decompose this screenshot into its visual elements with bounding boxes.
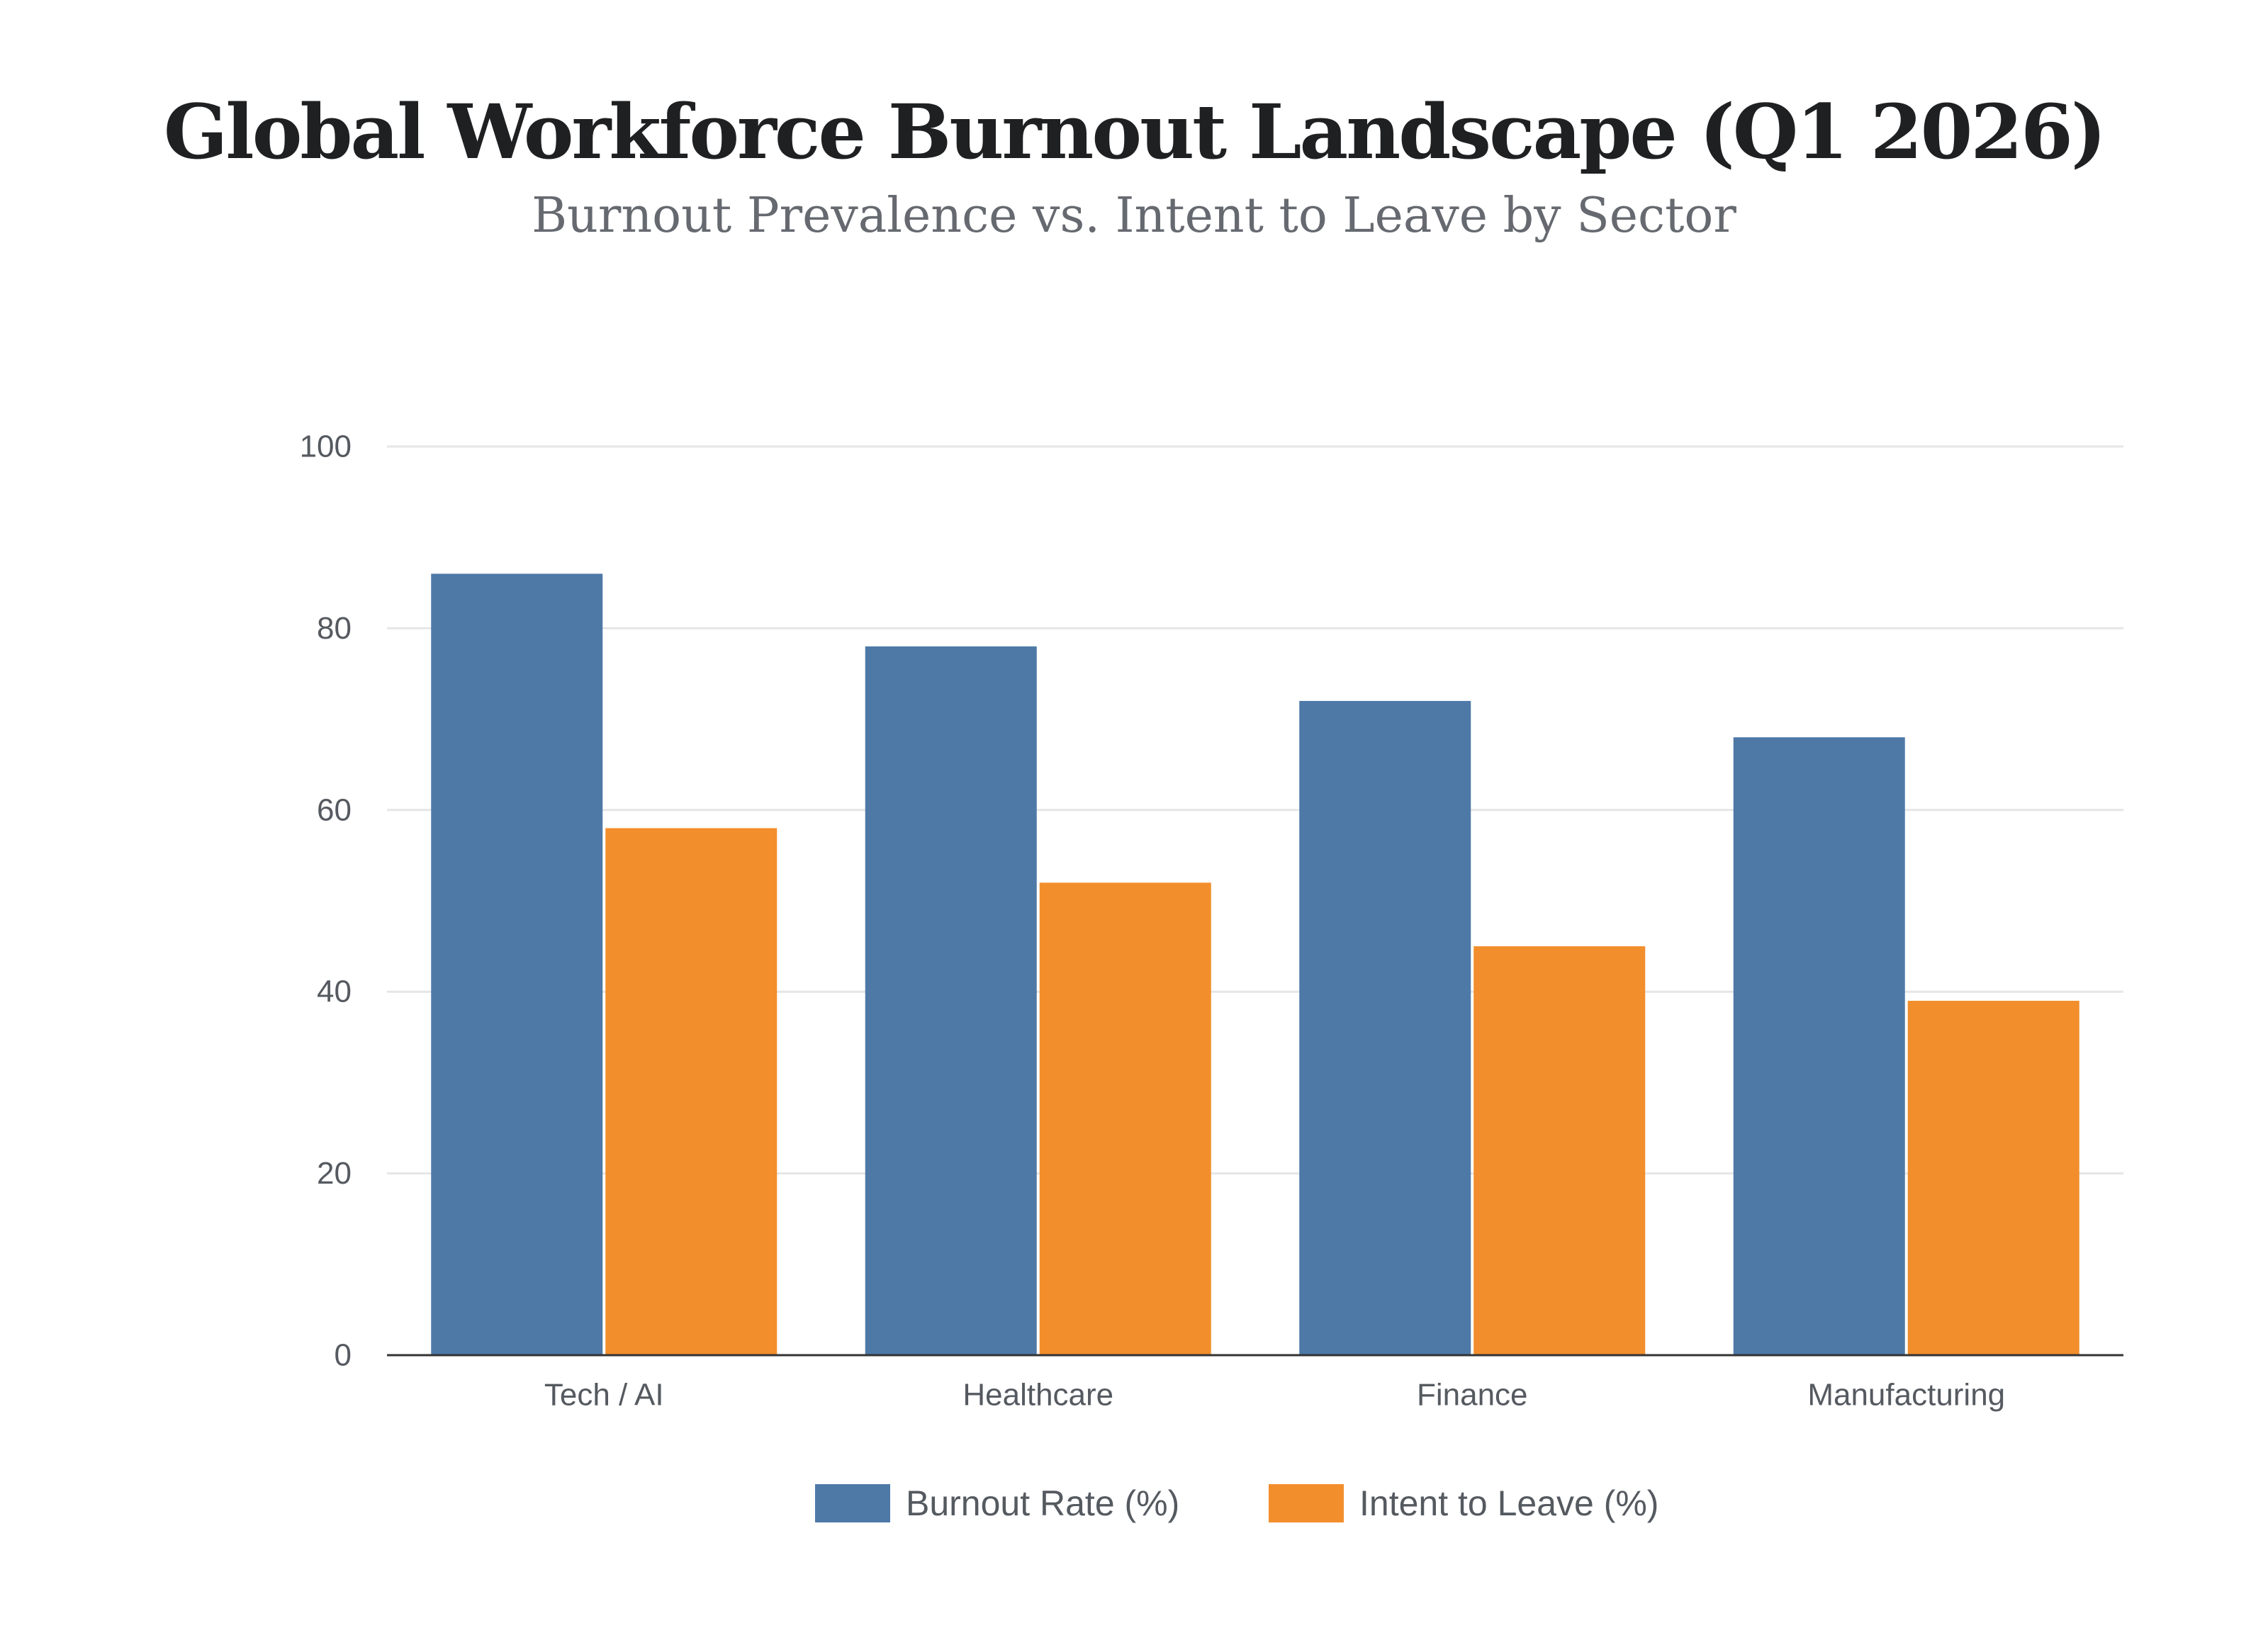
- x-tick-label: Tech / AI: [544, 1378, 664, 1413]
- bar-intent-3: [1907, 1001, 2079, 1355]
- bar-intent-2: [1473, 946, 1646, 1355]
- legend: Burnout Rate (%) Intent to Leave (%): [815, 1483, 1658, 1523]
- bar-burnout-1: [865, 646, 1037, 1355]
- bars: [431, 573, 2079, 1355]
- x-tick-label: Manufacturing: [1807, 1378, 2005, 1413]
- legend-swatch-intent: [1269, 1484, 1344, 1522]
- x-tick-label: Healthcare: [962, 1378, 1113, 1413]
- chart-subtitle: Burnout Prevalence vs. Intent to Leave b…: [532, 188, 1736, 244]
- y-tick-label: 40: [317, 975, 352, 1009]
- legend-label-burnout: Burnout Rate (%): [906, 1483, 1179, 1523]
- chart-title: Global Workforce Burnout Landscape (Q1 2…: [163, 87, 2106, 176]
- y-tick-label: 80: [317, 611, 352, 646]
- bar-burnout-3: [1733, 737, 1905, 1355]
- y-tick-label: 0: [335, 1338, 352, 1373]
- y-tick-label: 100: [300, 430, 352, 464]
- y-axis-ticks: 0 20 40 60 80 100: [300, 430, 352, 1373]
- legend-label-intent: Intent to Leave (%): [1359, 1483, 1658, 1523]
- bar-intent-1: [1039, 882, 1211, 1355]
- bar-burnout-0: [431, 573, 603, 1355]
- y-tick-label: 60: [317, 792, 352, 827]
- bar-burnout-2: [1299, 700, 1471, 1355]
- x-axis-ticks: Tech / AI Healthcare Finance Manufacturing: [544, 1378, 2005, 1413]
- x-tick-label: Finance: [1417, 1378, 1528, 1413]
- y-tick-label: 20: [317, 1156, 352, 1191]
- legend-swatch-burnout: [815, 1484, 890, 1522]
- bar-intent-0: [605, 828, 777, 1355]
